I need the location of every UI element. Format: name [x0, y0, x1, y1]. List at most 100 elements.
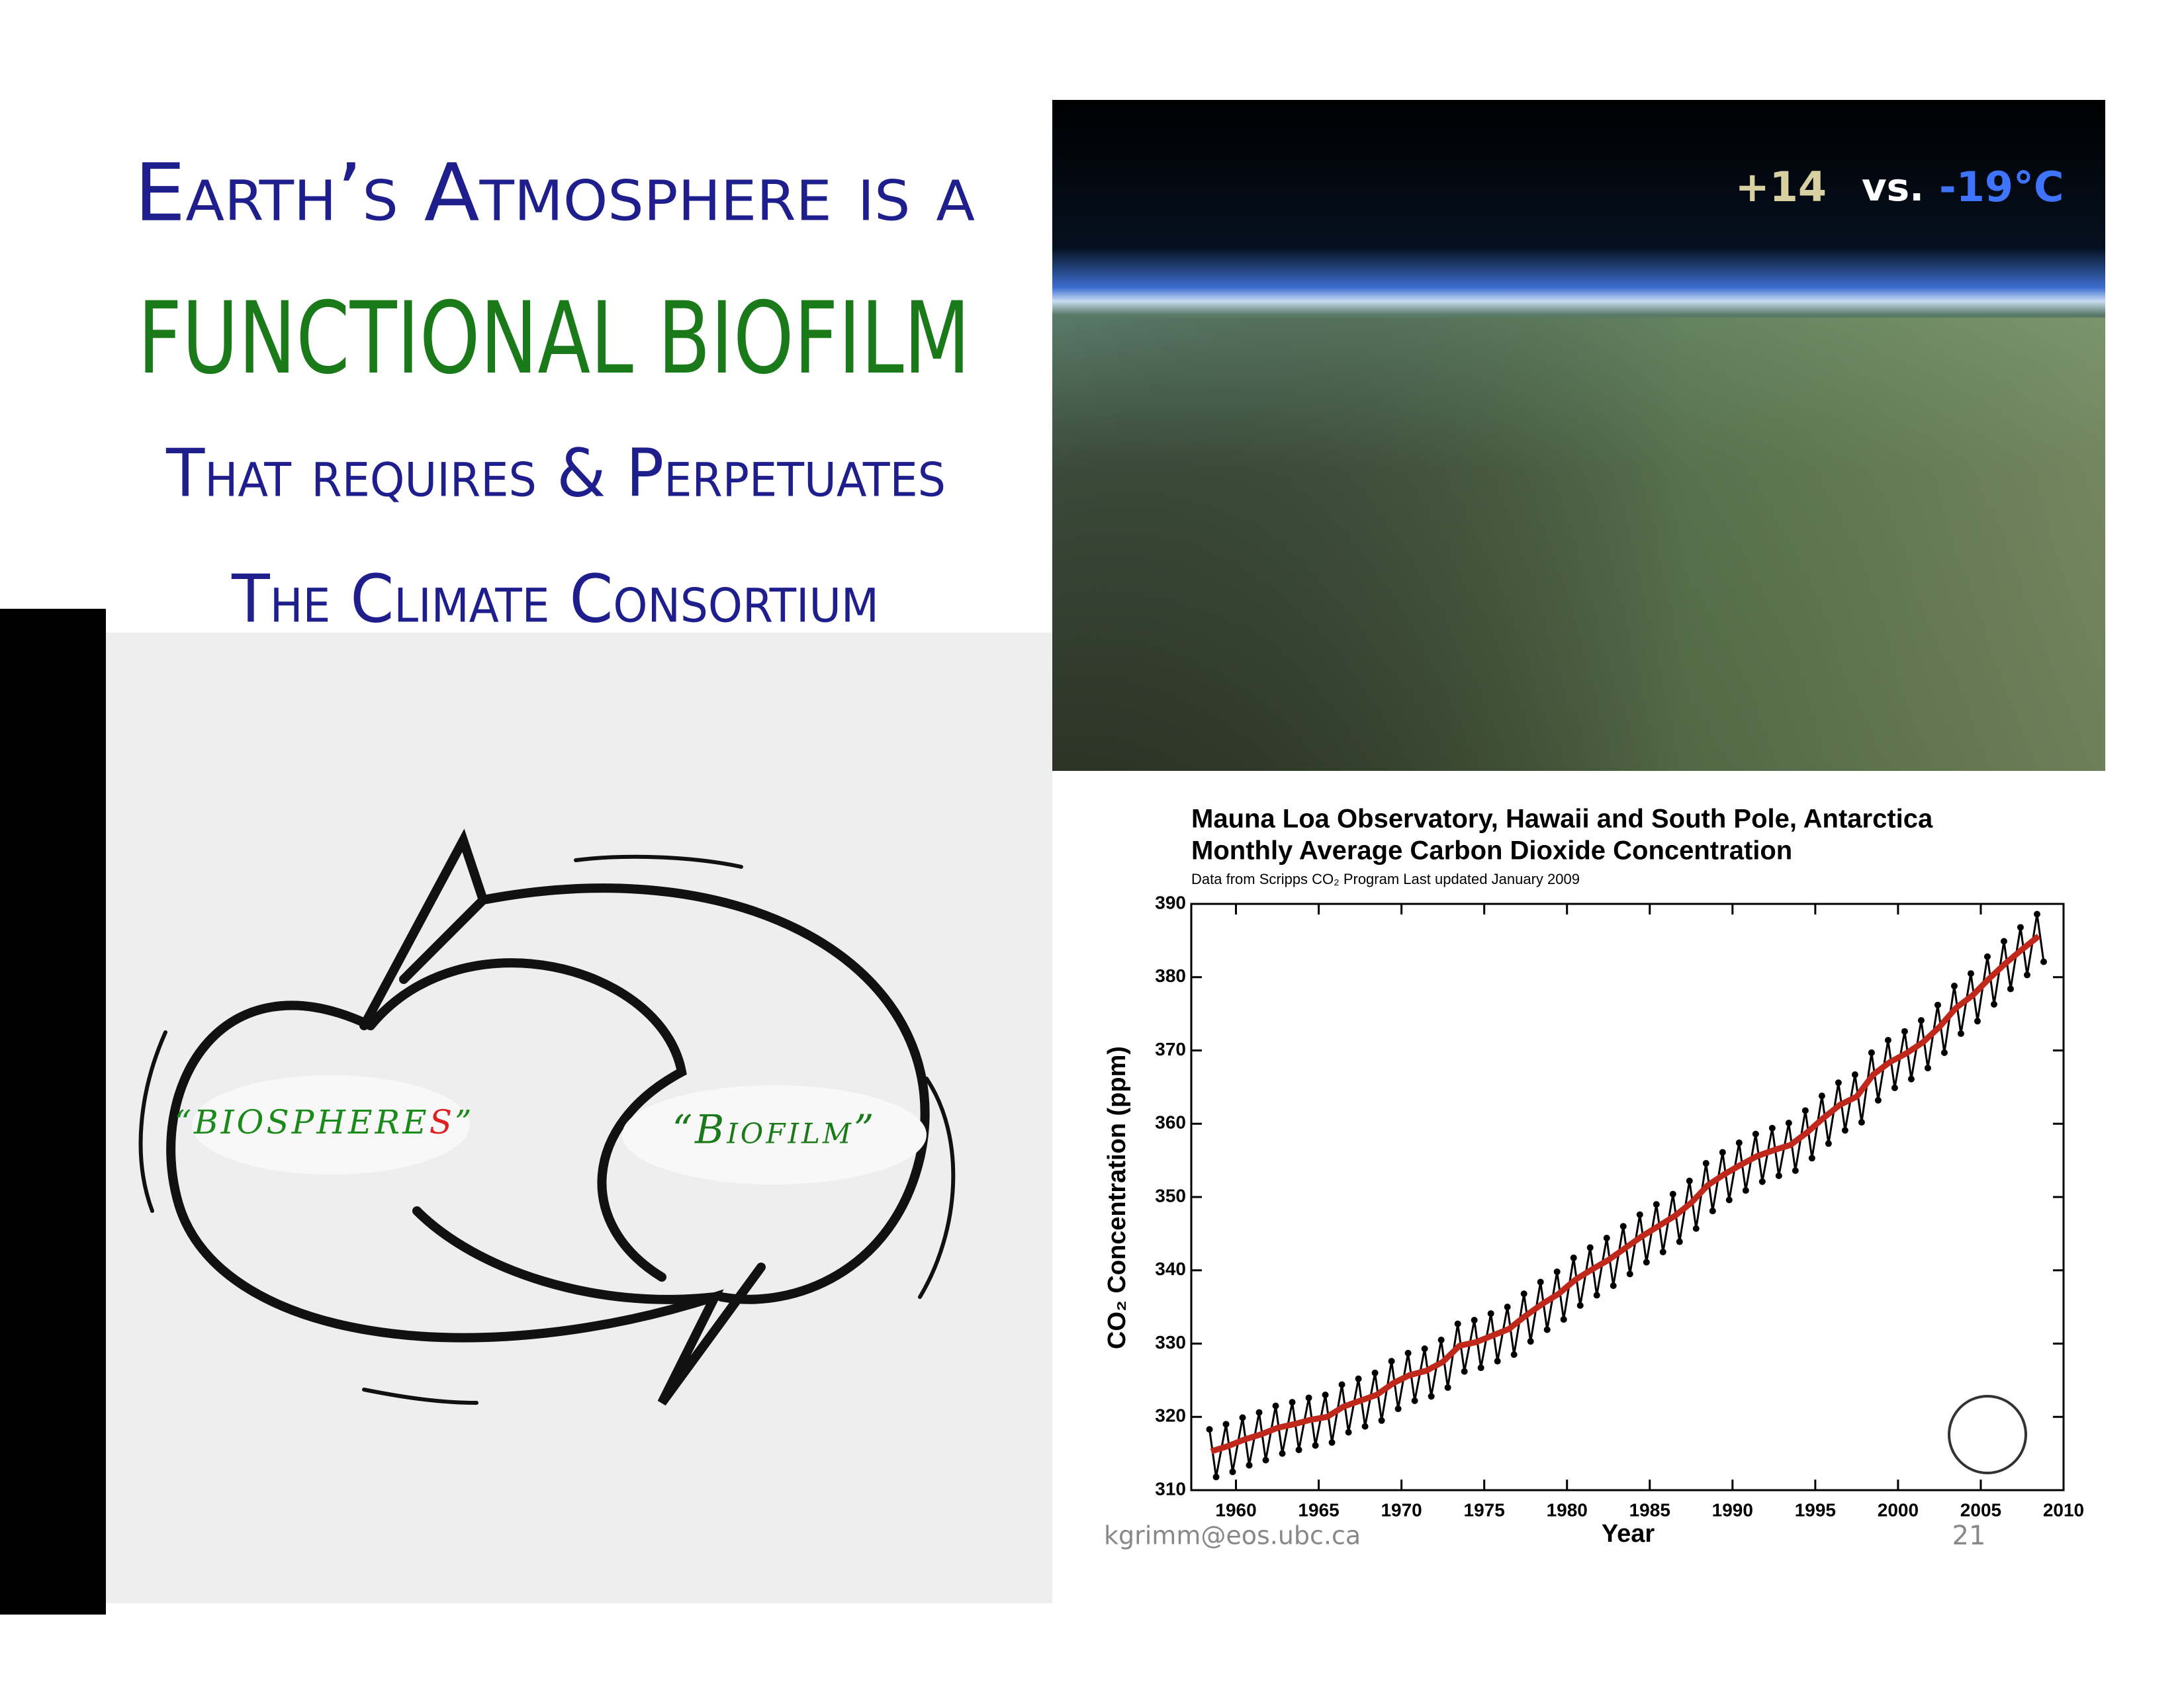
data-point	[1553, 1268, 1561, 1275]
data-point	[1619, 1223, 1627, 1230]
data-point	[1593, 1292, 1600, 1299]
data-point	[1461, 1368, 1468, 1375]
data-point	[1702, 1160, 1709, 1167]
data-point	[1494, 1358, 1501, 1365]
data-point	[1527, 1338, 1534, 1345]
data-point	[2040, 958, 2047, 965]
y-tick-label: 340	[1155, 1259, 1186, 1279]
chart-title: Mauna Loa Observatory, Hawaii and South …	[1191, 805, 1933, 834]
title-line: Earth’s Atmosphere is a	[134, 148, 975, 240]
side-bar	[0, 609, 106, 1615]
data-point	[1851, 1071, 1858, 1079]
data-point	[1735, 1139, 1743, 1147]
title-block: Earth’s Atmosphere is a Functional Biofi…	[134, 148, 975, 638]
data-point	[1279, 1450, 1286, 1457]
data-point	[1421, 1345, 1428, 1353]
data-point	[1868, 1049, 1875, 1056]
series-line	[1210, 934, 2041, 1454]
data-point	[1768, 1124, 1776, 1132]
data-point	[1874, 1096, 1882, 1104]
data-point	[1394, 1405, 1402, 1413]
data-point	[1801, 1107, 1809, 1114]
data-point	[1378, 1417, 1385, 1424]
data-point	[1222, 1421, 1230, 1428]
x-tick-label: 1990	[1712, 1499, 1753, 1520]
diagram-label: “Biofilm”	[672, 1107, 876, 1153]
y-tick-label: 320	[1155, 1405, 1186, 1426]
x-tick-label: 1980	[1547, 1499, 1588, 1520]
arrow-outer-right	[478, 883, 930, 1304]
data-point	[1388, 1358, 1395, 1365]
label-blob	[622, 1085, 927, 1184]
data-point	[1444, 1384, 1451, 1391]
data-point	[1229, 1468, 1236, 1476]
data-point	[1725, 1196, 1733, 1204]
data-point	[1487, 1310, 1494, 1317]
x-tick-label: 1965	[1298, 1499, 1339, 1520]
data-point	[1676, 1238, 1683, 1245]
data-point	[1262, 1456, 1269, 1464]
data-point	[1967, 970, 1974, 977]
data-point	[1520, 1290, 1527, 1298]
caption-cold: -19°C	[1939, 163, 2064, 211]
arrow-outer-left	[166, 1001, 766, 1406]
y-axis-label: CO₂ Concentration (ppm)	[1103, 1046, 1131, 1349]
data-point	[1653, 1201, 1660, 1208]
data-point	[1758, 1178, 1766, 1185]
data-point	[2017, 924, 2024, 931]
caption-warm: +14	[1735, 163, 1827, 211]
data-point	[1471, 1317, 1478, 1324]
x-tick-label: 2010	[2043, 1499, 2084, 1520]
y-tick-label: 310	[1155, 1478, 1186, 1499]
data-point	[1858, 1119, 1865, 1126]
chart-panel	[1052, 771, 2111, 1605]
data-point	[1289, 1399, 1296, 1406]
data-point	[1950, 983, 1958, 990]
data-point	[1437, 1336, 1445, 1343]
arrow-inner-right	[366, 958, 687, 1282]
data-point	[1709, 1208, 1716, 1215]
chart-note: Data from Scripps CO₂ Program Last updat…	[1191, 871, 1580, 887]
arrow-inner-left	[412, 1206, 719, 1304]
data-point	[1212, 1474, 1220, 1481]
data-point	[1570, 1254, 1577, 1261]
data-point	[1477, 1364, 1484, 1372]
y-tick-label: 350	[1155, 1185, 1186, 1206]
data-point	[2033, 911, 2040, 918]
x-tick-label: 2000	[1878, 1499, 1919, 1520]
data-point	[1775, 1172, 1782, 1179]
data-point	[1206, 1426, 1213, 1433]
data-point	[1610, 1282, 1617, 1290]
data-point	[1338, 1381, 1345, 1388]
data-point	[1669, 1190, 1676, 1198]
chart-subtitle: Monthly Average Carbon Dioxide Concentra…	[1191, 836, 1792, 866]
y-tick-label: 370	[1155, 1039, 1186, 1059]
diagram-label: “BIOSPHERES”	[174, 1103, 474, 1141]
x-tick-label: 1960	[1215, 1499, 1256, 1520]
data-point	[1643, 1259, 1650, 1266]
x-tick-label: 1985	[1629, 1499, 1670, 1520]
data-point	[1808, 1155, 1815, 1162]
x-tick-label: 2005	[1960, 1499, 2001, 1520]
data-point	[1371, 1369, 1379, 1376]
y-tick-label: 380	[1155, 965, 1186, 986]
y-tick-label: 390	[1155, 892, 1186, 912]
image-plain	[1052, 318, 2105, 771]
data-point	[1835, 1079, 1842, 1087]
data-point	[1603, 1235, 1610, 1242]
data-point	[2000, 938, 2007, 945]
x-axis-label: Year	[1602, 1520, 1655, 1548]
data-point	[1974, 1018, 1981, 1025]
data-point	[2007, 985, 2014, 993]
x-tick-label: 1995	[1795, 1499, 1836, 1520]
data-point	[1636, 1211, 1643, 1218]
earth-image: +14 vs. -19°C	[1052, 100, 2105, 771]
data-point	[1692, 1225, 1700, 1232]
data-point	[1907, 1075, 1915, 1083]
data-point	[1543, 1326, 1551, 1333]
data-point	[1328, 1439, 1336, 1446]
arrow-head	[359, 828, 489, 1030]
data-point	[1576, 1302, 1584, 1309]
